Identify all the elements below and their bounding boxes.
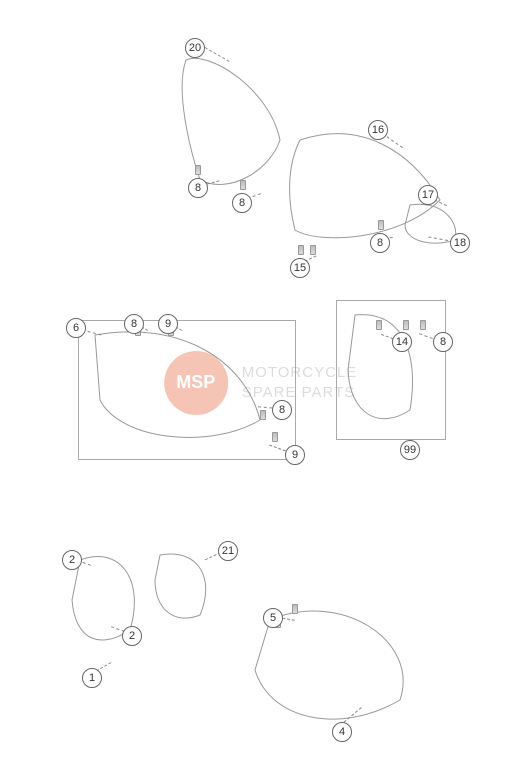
headlight-unit [155,554,206,618]
callout-16: 16 [368,120,388,140]
callout-2: 2 [122,626,142,646]
callout-5: 5 [263,608,283,628]
screw-icon [310,245,316,255]
callout-15: 15 [290,258,310,278]
callout-20: 20 [185,38,205,58]
callout-8: 8 [232,193,252,213]
callout-18: 18 [450,233,470,253]
parts-diagram: 208816171881568989148992212154 MSP MOTOR… [0,0,521,765]
group-box [78,320,296,460]
callout-2: 2 [62,550,82,570]
callout-14: 14 [392,332,412,352]
screw-icon [298,245,304,255]
callout-9: 9 [285,445,305,465]
screw-icon [240,180,246,190]
callout-99: 99 [400,440,420,460]
rear-fender-inner [290,134,440,238]
screw-icon [195,165,201,175]
callout-17: 17 [418,185,438,205]
callout-4: 4 [332,722,352,742]
callout-9: 9 [158,314,178,334]
callout-8: 8 [124,314,144,334]
screw-icon [378,220,384,230]
callout-8: 8 [370,233,390,253]
callout-1: 1 [82,668,102,688]
callout-8: 8 [272,400,292,420]
callout-21: 21 [218,541,238,561]
group-box [336,300,446,440]
screw-icon [292,604,298,614]
callout-6: 6 [66,318,86,338]
callout-8: 8 [188,178,208,198]
callout-8: 8 [433,332,453,352]
